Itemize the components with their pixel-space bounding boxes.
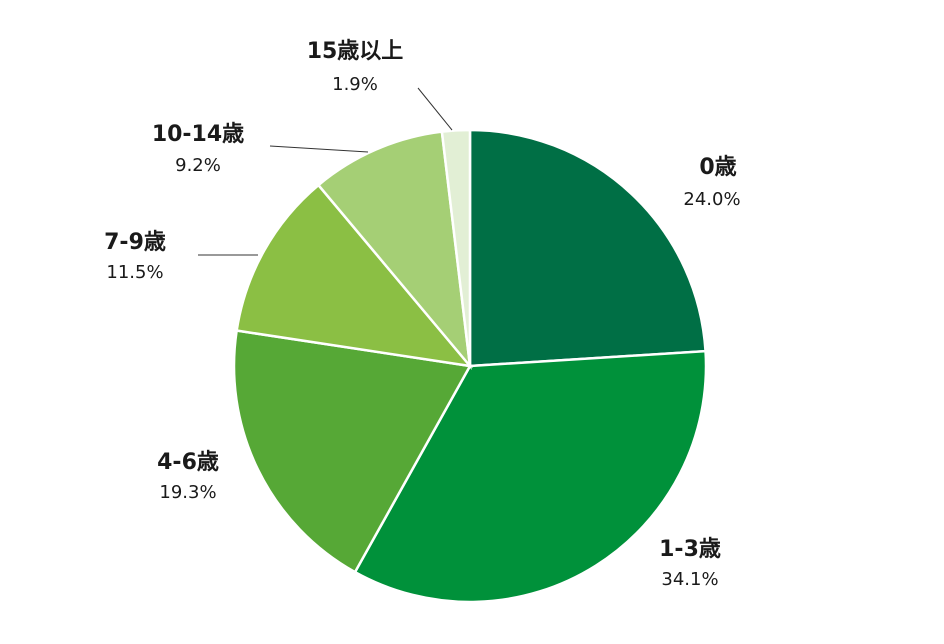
slice-value-label: 11.5% xyxy=(106,262,163,283)
slice-label: 10-14歳 xyxy=(152,122,244,147)
slice-value-label: 1.9% xyxy=(332,74,378,95)
leader-line xyxy=(417,87,453,131)
slice-label: 15歳以上 xyxy=(307,39,404,64)
pie-slice xyxy=(235,183,474,368)
slice-label: 4-6歳 xyxy=(157,450,219,475)
slice-label: 7-9歳 xyxy=(104,230,166,255)
pie-slice xyxy=(353,349,708,604)
pie-slice xyxy=(440,128,472,367)
pie-slice xyxy=(316,130,472,371)
slice-value-label: 34.1% xyxy=(661,569,718,590)
slice-value-label: 19.3% xyxy=(159,482,216,503)
slice-value-label: 24.0% xyxy=(683,189,740,210)
pie-slice xyxy=(468,128,707,368)
slice-label: 1-3歳 xyxy=(659,537,721,562)
slice-value-label: 9.2% xyxy=(175,155,221,176)
pie-slice xyxy=(232,329,472,574)
slice-label: 0歳 xyxy=(699,155,736,180)
leader-line xyxy=(269,145,369,153)
